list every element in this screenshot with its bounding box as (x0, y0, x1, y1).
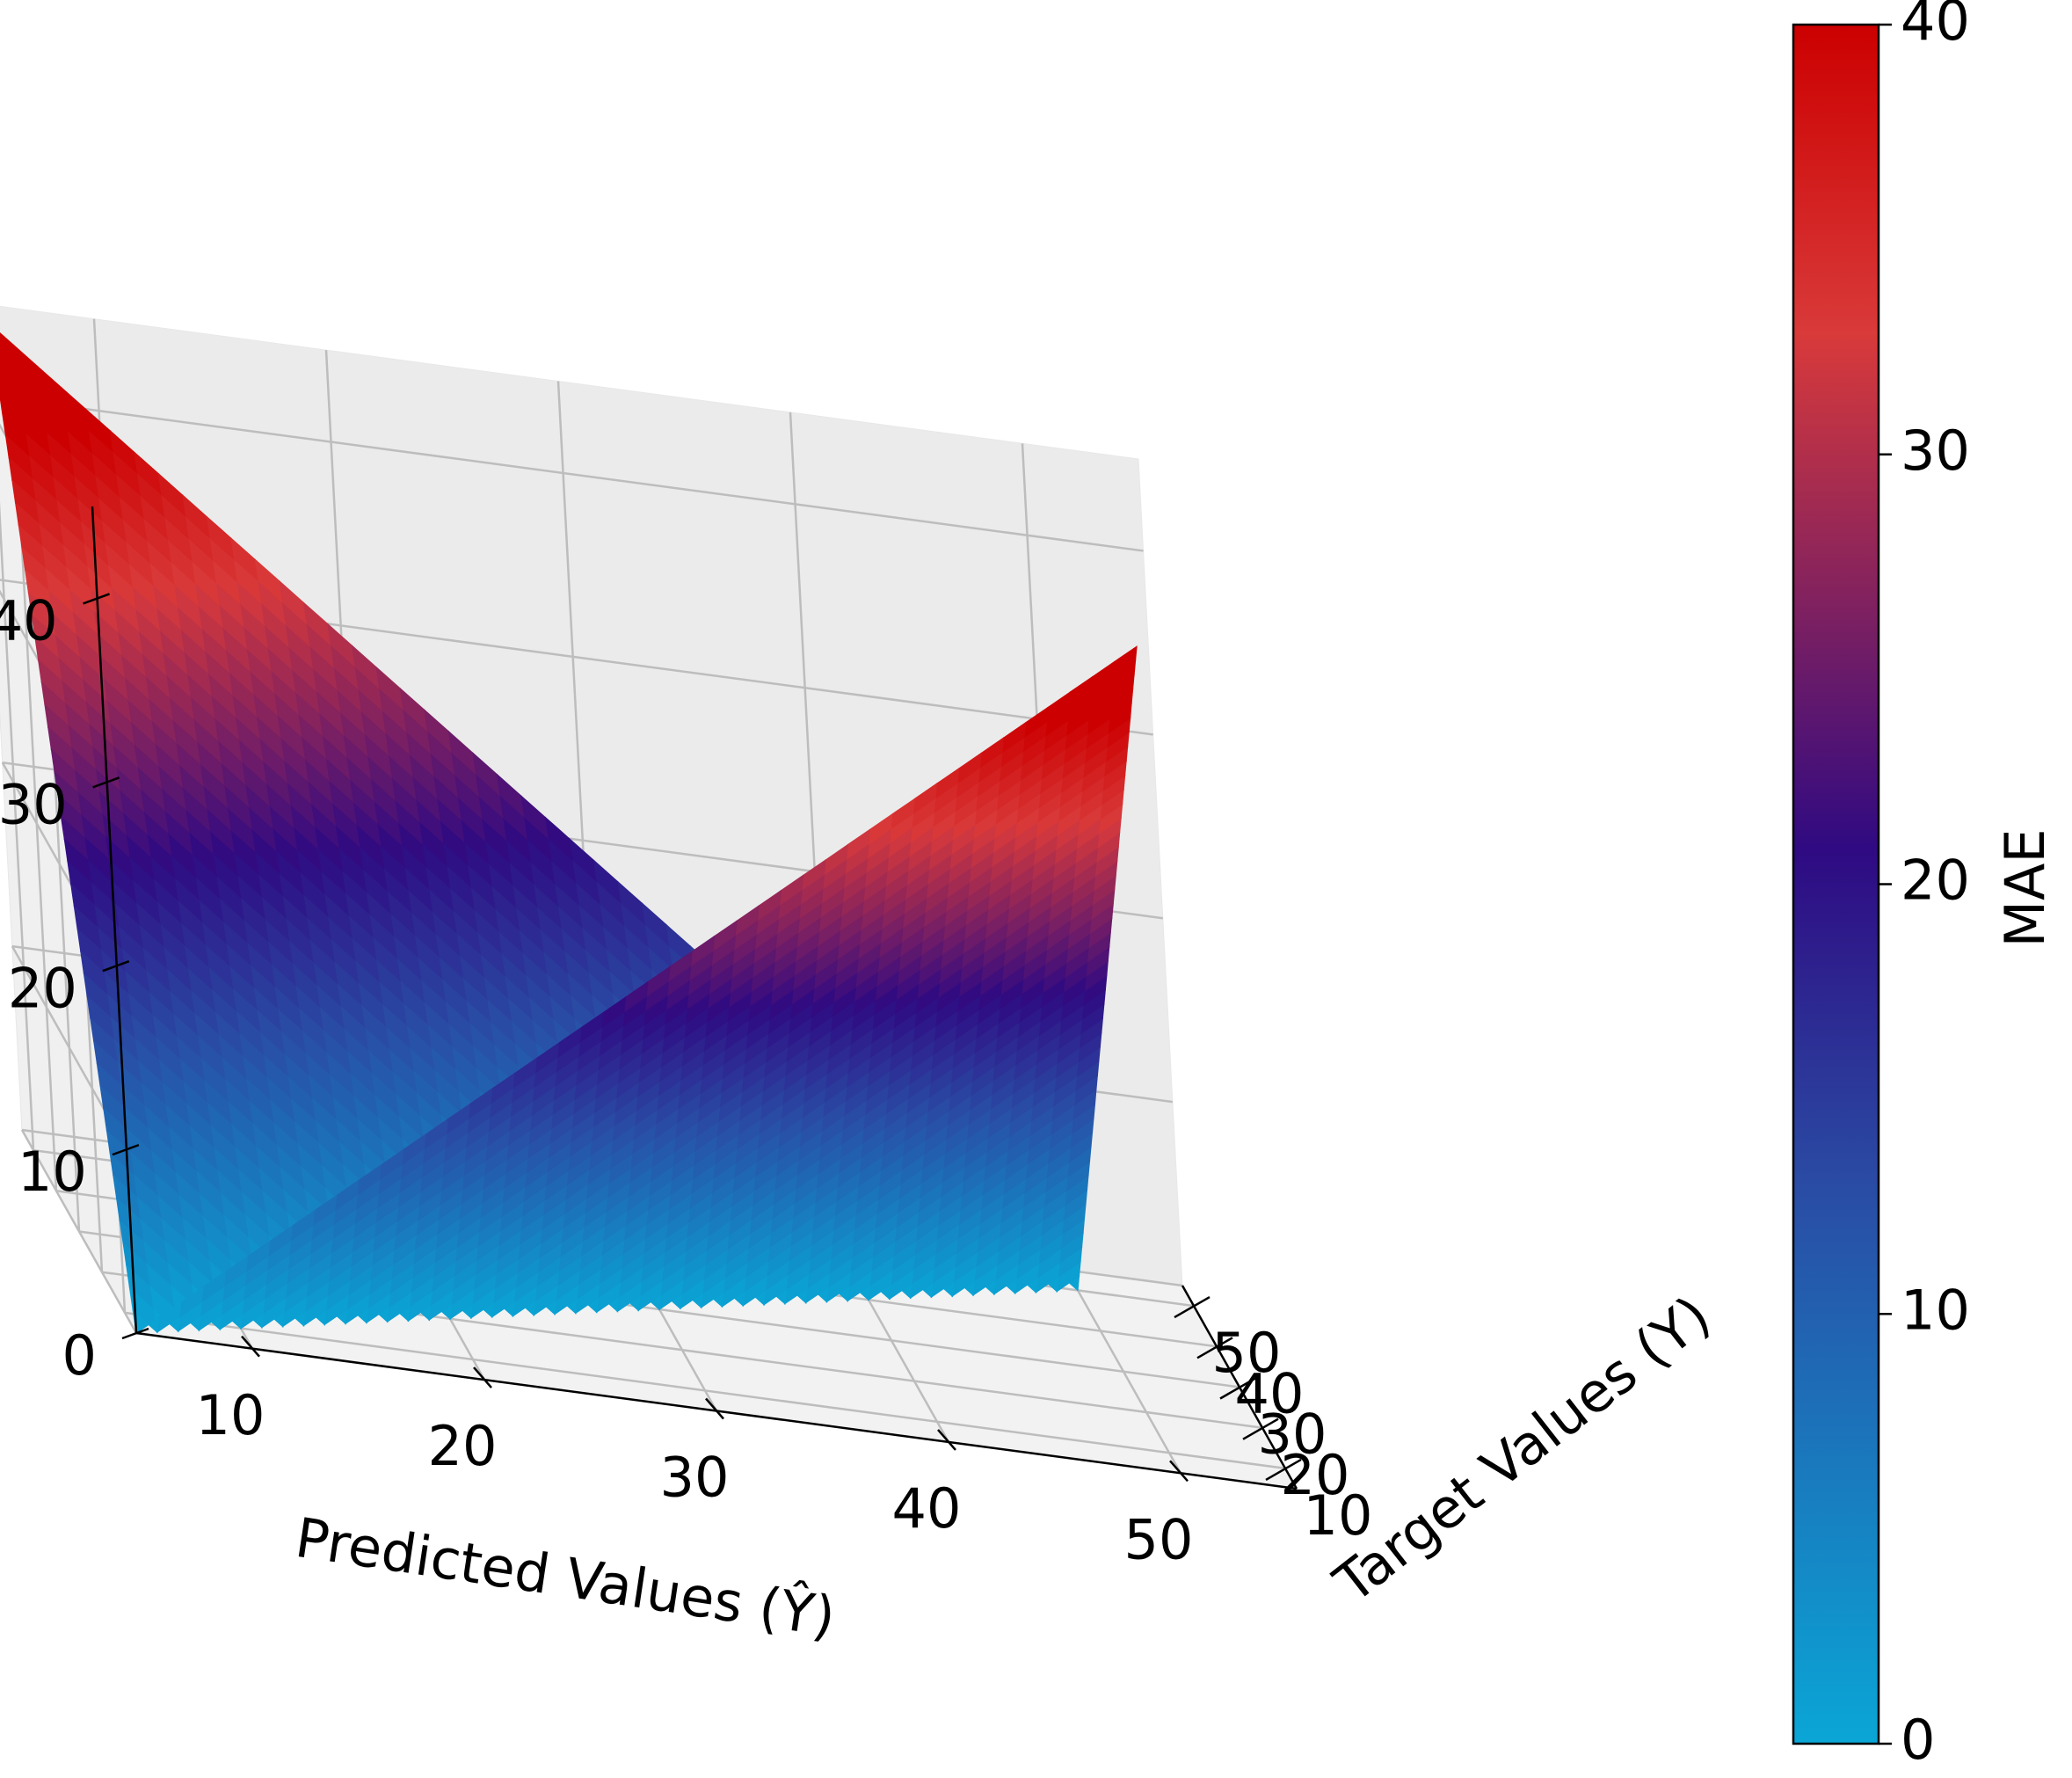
y-tick-mark (1219, 1377, 1256, 1400)
z-tick-mark (92, 776, 120, 789)
colorbar-tick-label: 40 (1901, 0, 1970, 53)
x-tick-label: 30 (660, 1446, 730, 1510)
y-axis-title: Target Values (Y) (1322, 1283, 1723, 1615)
y-tick-label: 20 (1281, 1443, 1350, 1507)
x-tick-mark (241, 1335, 260, 1358)
z-tick-label: 0 (62, 1323, 97, 1388)
x-tick-mark (705, 1397, 724, 1420)
y-tick-label: 30 (1258, 1403, 1327, 1467)
grid-line (124, 1311, 1286, 1470)
axes-lines (83, 506, 1302, 1490)
x-tick-label: 40 (892, 1476, 962, 1541)
z-tick-label: 20 (8, 956, 77, 1020)
x-tick-mark (937, 1429, 956, 1451)
y-tick-label: 10 (1304, 1483, 1373, 1548)
y-tick-label: 50 (1212, 1321, 1282, 1385)
z-tick-mark (102, 960, 130, 973)
y-tick-mark (1242, 1417, 1279, 1440)
z-tick-label: 40 (0, 588, 58, 652)
y-tick-mark (1174, 1296, 1210, 1319)
colorbar-ticks: 0 10 20 30 40 (1879, 0, 1970, 1772)
surface-patch (132, 1308, 160, 1335)
x-tick-label: 20 (428, 1414, 498, 1478)
colorbar: 0 10 20 30 40 MAE (1792, 0, 2057, 1772)
z-tick-mark (83, 593, 110, 605)
grid-line (0, 396, 1144, 552)
z-tick-mark (121, 1327, 149, 1340)
z-tick-label: 10 (18, 1140, 87, 1204)
z-axis-line (91, 506, 138, 1334)
y-tick-mark (1265, 1458, 1302, 1481)
y-tick-mark (1196, 1337, 1233, 1359)
grid-line (20, 1129, 138, 1334)
colorbar-tick-label: 20 (1901, 849, 1970, 913)
x-axis-title: Predicted Values (Ŷ) (292, 1505, 840, 1650)
z-tick-mark (112, 1143, 140, 1156)
colorbar-tick-label: 0 (1901, 1708, 1935, 1772)
colorbar-gradient (1792, 23, 1880, 1745)
x-tick-mark (1169, 1460, 1189, 1483)
colorbar-title: MAE (1993, 828, 2057, 947)
colorbar-tick-label: 30 (1901, 419, 1970, 483)
x-tick-label: 10 (196, 1383, 265, 1447)
mae-surface (0, 332, 1138, 1335)
grid-line (0, 501, 35, 1151)
x-tick-label: 50 (1124, 1507, 1194, 1571)
z-tick-label: 30 (0, 772, 68, 836)
x-tick-mark (473, 1366, 492, 1388)
colorbar-tick-label: 10 (1901, 1278, 1970, 1342)
y-tick-label: 40 (1235, 1361, 1305, 1425)
